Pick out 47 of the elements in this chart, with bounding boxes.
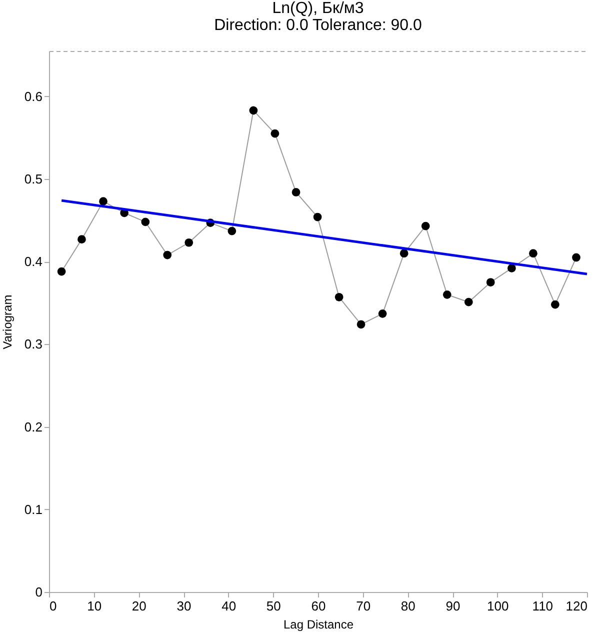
x-tick-label: 120 (566, 598, 588, 614)
x-tick-label: 60 (311, 598, 326, 614)
point (99, 197, 108, 206)
x-tick-label: 100 (486, 598, 509, 614)
chart-subtitle: Direction: 0.0 Tolerance: 90.0 (214, 17, 422, 34)
point (57, 267, 66, 276)
point (78, 235, 86, 244)
y-tick-label: 0.2 (24, 419, 42, 434)
point (313, 212, 322, 222)
point (442, 290, 452, 299)
point (378, 309, 387, 318)
chart-title: Ln(Q), Бк/м3 (272, 0, 364, 17)
x-tick-label: 10 (87, 598, 102, 614)
x-tick-label: 0 (50, 598, 57, 614)
point (184, 238, 194, 247)
point (228, 226, 236, 236)
x-axis-title: Lag Distance (283, 618, 354, 632)
y-axis-title: Variogram (0, 294, 14, 350)
x-tick-label: 20 (132, 598, 146, 614)
point (486, 278, 495, 286)
point (529, 249, 538, 258)
x-tick-label: 30 (176, 598, 192, 614)
y-tick-label: 0.6 (24, 88, 42, 104)
y-tick-label: 0.5 (24, 172, 42, 187)
point (400, 249, 408, 258)
point (464, 298, 473, 306)
y-tick-label: 0 (35, 584, 42, 600)
point (421, 222, 430, 230)
x-tick-label: 90 (446, 598, 460, 614)
x-tick-label: 40 (222, 598, 236, 614)
x-tick-label: 110 (532, 598, 554, 614)
x-tick-label: 50 (266, 598, 281, 614)
x-tick-label: 80 (400, 598, 416, 614)
point (572, 253, 580, 262)
y-tick-label: 0.1 (24, 502, 42, 517)
point (141, 218, 150, 226)
point (550, 300, 560, 309)
point (163, 250, 172, 260)
point (334, 292, 344, 302)
y-tick-label: 0.4 (24, 254, 42, 270)
point (249, 106, 258, 115)
point (270, 129, 280, 138)
point (292, 188, 300, 196)
point (507, 264, 516, 272)
point (356, 320, 366, 329)
x-tick-label: 70 (356, 598, 371, 614)
y-tick-label: 0.3 (24, 336, 42, 352)
